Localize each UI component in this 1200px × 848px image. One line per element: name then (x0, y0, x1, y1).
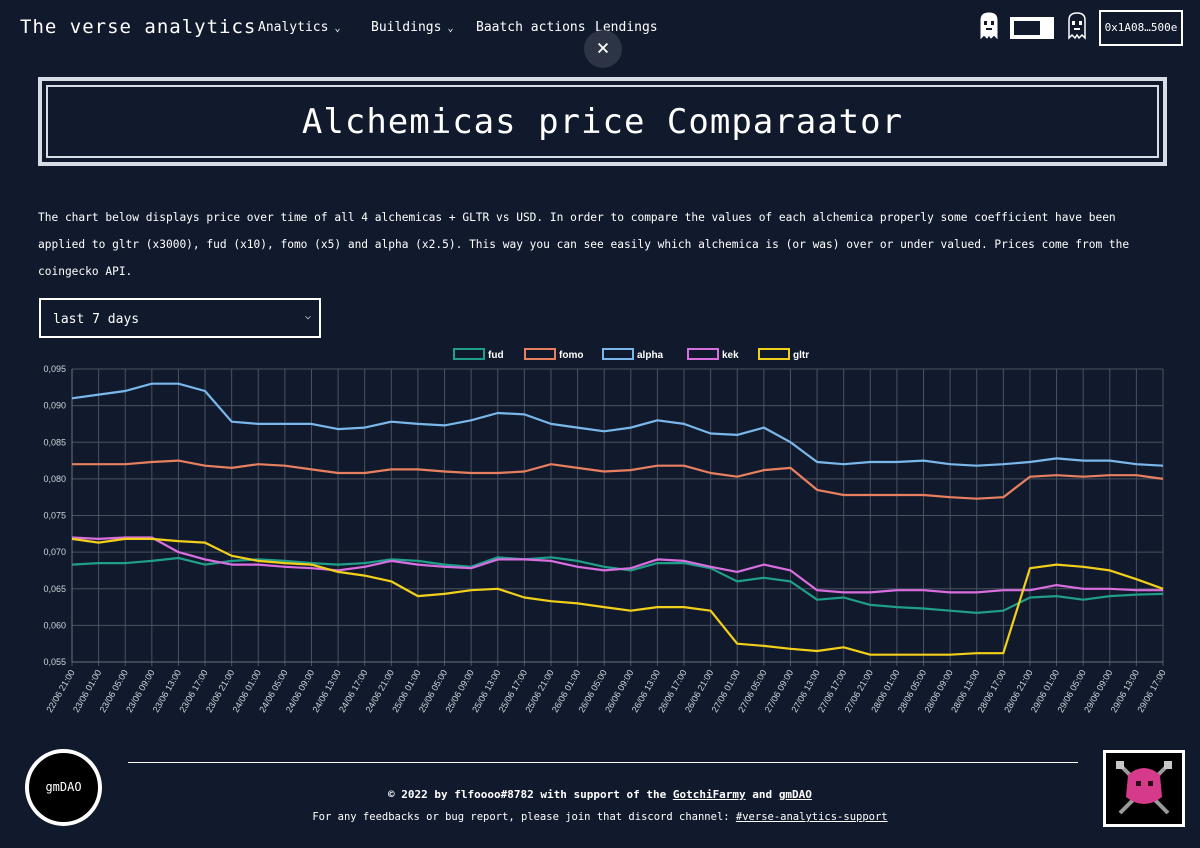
page-title: Alchemicas price Comparaator (301, 101, 904, 142)
chevron-down-icon: ⌵ (304, 311, 311, 322)
top-navbar: The verse analytics Analytics ⌄ Buildings… (0, 0, 1200, 58)
footer-support-text: For any feedbacks or bug report, please … (312, 811, 736, 823)
legend-swatch-kek (687, 348, 719, 360)
y-tick-label: 0,070 (43, 547, 66, 557)
y-tick-label: 0,065 (43, 584, 66, 594)
nav-analytics[interactable]: Analytics ⌄ (258, 20, 340, 35)
series-line-gltr (71, 537, 1164, 656)
nav-batch-actions[interactable]: Baatch actions (476, 20, 586, 35)
footer-credit-text: © 2022 by flfoooo#8782 with support of t… (388, 788, 673, 801)
legend-label-kek: kek (722, 350, 739, 361)
close-button[interactable]: × (584, 30, 622, 68)
gotchi-ghost-icon[interactable] (978, 12, 1000, 42)
legend-label-fomo: fomo (559, 350, 583, 361)
time-range-select[interactable]: last 7 days ⌵ (39, 298, 321, 338)
gotchi-ghost-dark-icon[interactable] (1066, 12, 1088, 42)
nav-buildings-label: Buildings (371, 20, 442, 35)
footer-credit-and: and (745, 788, 779, 801)
page-description: The chart below displays price over time… (38, 211, 1130, 278)
legend-swatch-fomo (524, 348, 556, 360)
brand-title[interactable]: The verse analytics (20, 16, 257, 38)
legend-label-gltr: gltr (793, 350, 809, 361)
theme-toggle[interactable] (1010, 17, 1054, 39)
legend-label-fud: fud (488, 350, 504, 361)
y-tick-label: 0,085 (43, 437, 66, 447)
series-line-fomo (72, 459, 1164, 500)
nav-buildings[interactable]: Buildings ⌄ (371, 20, 453, 35)
nav-analytics-label: Analytics (258, 20, 329, 35)
y-tick-label: 0,055 (43, 657, 66, 667)
legend-swatch-gltr (758, 348, 790, 360)
wallet-address-button[interactable]: 0x1A08…500e (1099, 10, 1183, 46)
y-tick-label: 0,095 (43, 364, 66, 374)
price-line-chart: 0,055 0,060 0,065 0,070 0,075 0,080 0,085 0,090… (43, 348, 1168, 714)
time-range-value: last 7 days (53, 312, 140, 327)
gmdao-link[interactable]: gmDAO (778, 788, 812, 801)
series-line-kek (71, 536, 1163, 594)
discord-channel-link[interactable]: #verse-analytics-support (735, 811, 888, 823)
gmdao-logo[interactable]: gmDAO (25, 749, 102, 826)
chevron-down-icon: ⌄ (334, 23, 341, 34)
nav-batch-actions-label: Baatch actions (476, 20, 586, 35)
page-title-box: Alchemicas price Comparaator (38, 77, 1167, 166)
theme-toggle-knob (1014, 21, 1040, 35)
legend-label-alpha: alpha (637, 350, 664, 361)
legend-swatch-alpha (602, 348, 634, 360)
y-tick-label: 0,090 (43, 401, 66, 411)
gotchi-avatar-icon (1116, 761, 1172, 815)
footer-credit: © 2022 by flfoooo#8782 with support of t… (0, 788, 1200, 801)
gotchifarmy-link[interactable]: GotchiFarmy (672, 788, 746, 801)
x-tick-label: 29/06 17:00 (1135, 668, 1167, 714)
y-tick-label: 0,075 (43, 511, 66, 521)
y-tick-label: 0,060 (43, 620, 66, 630)
gotchi-avatar[interactable] (1103, 750, 1185, 827)
y-tick-label: 0,080 (43, 474, 66, 484)
footer-support: For any feedbacks or bug report, please … (0, 811, 1200, 823)
series-line-alpha (71, 382, 1164, 467)
title-inner-border (46, 85, 1159, 158)
footer-divider (128, 762, 1078, 763)
legend-swatch-fud (453, 348, 485, 360)
chevron-down-icon: ⌄ (447, 23, 454, 34)
